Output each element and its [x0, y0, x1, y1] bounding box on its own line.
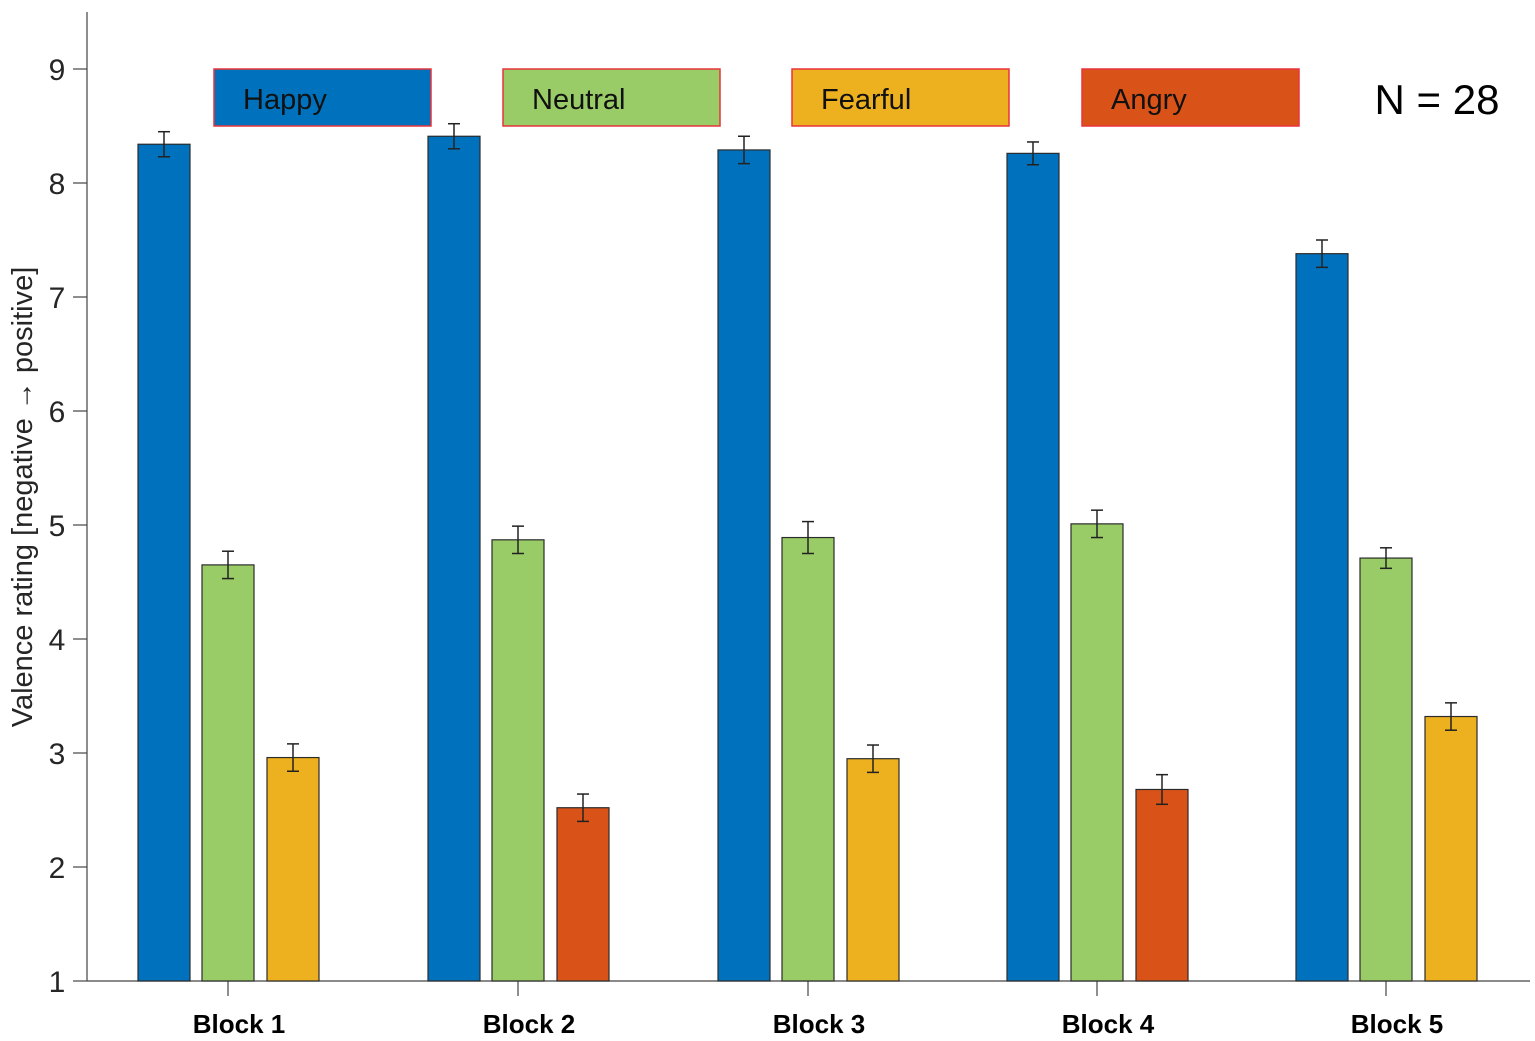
y-tick-label: 3 — [49, 738, 66, 771]
bar-happy-block-4 — [1006, 152, 1060, 982]
axes: 1 2 3 4 5 6 7 8 9 Block 1 Block 2 Block 3 Block 4 Blo… — [49, 12, 1530, 1039]
error-bar — [287, 743, 299, 772]
y-tick-label: 6 — [49, 396, 66, 429]
y-tick-label: 1 — [49, 966, 66, 999]
error-bar — [1091, 509, 1103, 539]
legend-swatch — [791, 68, 1010, 127]
y-tick-label: 4 — [49, 624, 66, 657]
error-bar — [1027, 141, 1039, 166]
y-tick-label: 8 — [49, 168, 66, 201]
legend-swatch — [213, 68, 432, 127]
legend-swatch — [502, 68, 721, 127]
error-bar — [867, 744, 879, 774]
sample-size-annotation: N = 28 — [1375, 76, 1500, 123]
legend-item-happy: Happy — [213, 68, 432, 127]
y-axis-label: Valence rating [negative → positive] — [7, 267, 39, 728]
legend-label: Fearful — [821, 84, 911, 116]
error-bar — [1316, 239, 1328, 269]
bar-happy-block-3 — [717, 149, 771, 982]
bar-neutral-block-1 — [201, 564, 255, 982]
bar-neutral-block-2 — [491, 539, 545, 982]
x-tick-label: Block 1 — [193, 1009, 286, 1039]
bar-happy-block-2 — [427, 135, 481, 982]
bar-neutral-block-3 — [781, 536, 835, 982]
bar-happy-block-5 — [1295, 253, 1349, 982]
bar-fearful-block-1 — [266, 756, 320, 982]
error-bar — [158, 130, 170, 158]
legend-label: Neutral — [532, 84, 626, 116]
y-tick-label: 5 — [49, 510, 66, 543]
legend-item-neutral: Neutral — [502, 68, 721, 127]
bar-neutral-block-5 — [1359, 557, 1413, 982]
x-tick-label: Block 2 — [483, 1009, 576, 1039]
bar-happy-block-1 — [137, 143, 191, 982]
error-bar — [1156, 773, 1168, 806]
legend-swatch — [1081, 68, 1300, 127]
error-bar — [1380, 547, 1392, 570]
error-bar — [577, 793, 589, 823]
bar-fearful-block-5 — [1424, 715, 1478, 982]
legend-item-fearful: Fearful — [791, 68, 1010, 127]
error-bar — [1445, 702, 1457, 731]
y-tick-label: 9 — [49, 54, 66, 87]
bar-fearful-block-3 — [846, 758, 900, 982]
error-bar — [448, 122, 460, 150]
legend-label: Angry — [1111, 84, 1187, 116]
bar-neutral-block-4 — [1070, 523, 1124, 982]
legend: Happy Neutral Fearful Angry — [213, 68, 1300, 127]
legend-item-angry: Angry — [1081, 68, 1300, 127]
y-tick-label: 7 — [49, 282, 66, 315]
legend-label: Happy — [243, 84, 327, 116]
bars — [137, 122, 1478, 982]
error-bar — [512, 525, 524, 555]
bar-angry-block-4 — [1135, 788, 1189, 982]
error-bar — [738, 135, 750, 165]
x-tick-label: Block 4 — [1062, 1009, 1155, 1039]
bar-angry-block-2 — [556, 807, 610, 982]
error-bar — [222, 550, 234, 580]
x-tick-label: Block 5 — [1351, 1009, 1444, 1039]
error-bar — [802, 520, 814, 555]
x-tick-label: Block 3 — [773, 1009, 866, 1039]
y-tick-label: 2 — [49, 852, 66, 885]
